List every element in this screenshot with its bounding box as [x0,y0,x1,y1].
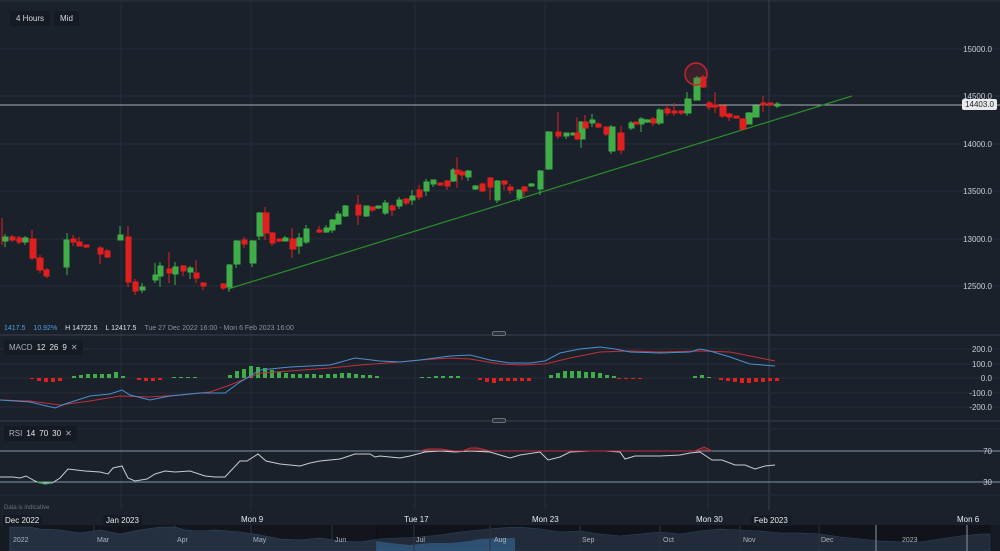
price-axis-label: 13000.0 [963,235,992,244]
macd-param-slow: 26 [49,343,59,352]
navigator-label: Mar [97,537,110,544]
price-change: 1417.5 [4,325,26,332]
macd-axis-label: 0.0 [980,374,992,383]
macd-line [0,346,776,409]
close-rsi-icon[interactable]: ✕ [65,429,72,438]
navigator-label: Jun [335,537,347,544]
info-bar: 1417.5 10.92% H 14722.5 L 12417.5 Tue 27… [4,325,294,332]
macd-axis-label: -200.0 [969,403,992,412]
rsi-line [0,450,776,484]
time-axis-label: Mon 23 [532,515,559,524]
navigator-label: Sep [582,537,595,544]
rsi-axis-label: 30 [983,478,992,487]
vertical-gridlines [120,0,709,510]
navigator-label: Oct [663,537,674,544]
price-gridlines [0,48,1000,287]
macd-label: MACD [9,343,33,352]
navigator-label: 2023 [902,537,918,544]
macd-axis-label: 200.0 [971,345,992,354]
high-highlight-circle [684,62,708,86]
price-axis-label: 15000.0 [963,45,992,54]
price-axis-label: 14000.0 [963,140,992,149]
rsi-axis-label: 70 [983,447,992,456]
macd-histogram [30,366,779,383]
price-type-selector[interactable]: Mid [54,11,79,26]
time-axis-label: Dec 2022 [2,515,43,526]
chart-toolbar: 4 Hours Mid [10,11,79,26]
rsi-oversold-segment [36,481,53,485]
navigator-label: 2022 [13,537,29,544]
rsi-param-overbought: 70 [39,429,49,438]
panel-resize-handle[interactable] [492,418,506,423]
disclaimer-text: Data is indicative [4,505,50,511]
candlesticks [1,75,781,295]
navigator-label: Dec [821,537,834,544]
date-range: Tue 27 Dec 2022 16:00 - Mon 6 Feb 2023 1… [144,325,294,332]
navigator-label: May [253,537,267,544]
current-price-badge: 14403.0 [962,99,997,110]
navigator-label: Aug [494,537,507,544]
time-axis-label: Tue 17 [404,515,429,524]
price-axis-label: 14500.0 [963,92,992,101]
rsi-param-oversold: 30 [52,429,62,438]
time-axis-label: Mon 30 [696,515,723,524]
low-value: L 12417.5 [105,325,137,332]
rsi-param-period: 14 [26,429,36,438]
navigator-label: Jul [416,537,425,544]
rsi-label: RSI [9,429,23,438]
price-change-pct: 10.92% [33,325,58,332]
time-axis-label: Jan 2023 [103,515,142,526]
high-value: H 14722.5 [65,325,98,332]
macd-indicator-tag[interactable]: MACD 12 26 9 ✕ [4,340,83,355]
navigator-label: Apr [177,537,188,544]
panel-resize-handle[interactable] [492,331,506,336]
price-axis-label: 12500.0 [963,282,992,291]
time-axis-label: Feb 2023 [751,515,791,526]
close-macd-icon[interactable]: ✕ [70,343,78,352]
rsi-overbought-fill [419,446,713,452]
time-axis-label: Mon 6 [957,515,980,524]
rsi-indicator-tag[interactable]: RSI 14 70 30 ✕ [4,426,77,441]
interval-selector[interactable]: 4 Hours [10,11,51,26]
macd-axis-label: 100.0 [971,360,992,369]
macd-param-signal: 9 [62,343,67,352]
macd-param-fast: 12 [36,343,46,352]
time-axis-label: Mon 9 [241,515,264,524]
price-axis-label: 13500.0 [963,187,992,196]
macd-axis-label: -100.0 [969,389,992,398]
navigator-label: Nov [743,537,756,544]
